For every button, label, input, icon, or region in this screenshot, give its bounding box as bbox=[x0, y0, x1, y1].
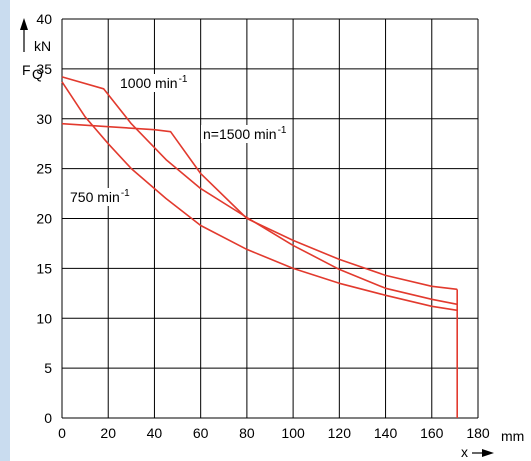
series-label-1000: 1000 min -1 bbox=[118, 74, 191, 92]
y-axis-label-subscript: Q bbox=[32, 66, 43, 82]
series-label-750-superscript: -1 bbox=[121, 188, 130, 199]
y-tick-label: 35 bbox=[36, 61, 52, 77]
series-label-1000-superscript: -1 bbox=[179, 74, 188, 85]
x-axis-label: x bbox=[461, 444, 468, 460]
series-line-750 bbox=[61, 81, 458, 312]
x-axis-arrow-icon bbox=[472, 449, 494, 457]
x-tick-label: 60 bbox=[193, 425, 209, 441]
x-tick-label: 140 bbox=[374, 425, 398, 441]
series-label-1500-text: n=1500 min bbox=[203, 126, 277, 142]
y-tick-label: 30 bbox=[36, 111, 52, 127]
series-line-1500 bbox=[61, 122, 458, 291]
series-lines bbox=[61, 76, 459, 418]
y-tick-label: 20 bbox=[36, 211, 52, 227]
x-tick-label: 160 bbox=[420, 425, 444, 441]
series-label-1500-superscript: -1 bbox=[278, 125, 287, 136]
x-tick-label: 20 bbox=[100, 425, 116, 441]
y-tick-label: 15 bbox=[36, 260, 52, 276]
y-tick-label: 5 bbox=[44, 360, 52, 376]
tick-labels: 0 20 40 60 80 100 120 140 160 180 0 5 10 15 20 25 30 35 40 bbox=[36, 11, 489, 441]
x-tick-label: 40 bbox=[147, 425, 163, 441]
x-tick-label: 80 bbox=[239, 425, 255, 441]
series-label-1000-text: 1000 min bbox=[120, 75, 178, 91]
series-line-1000 bbox=[61, 76, 458, 306]
series-label-1500: n=1500 min -1 bbox=[201, 125, 290, 143]
series-label-750-text: 750 min bbox=[70, 189, 120, 205]
x-tick-label: 0 bbox=[58, 425, 66, 441]
side-strip bbox=[0, 0, 10, 461]
y-tick-label: 10 bbox=[36, 310, 52, 326]
grid bbox=[61, 18, 479, 419]
y-tick-label: 40 bbox=[36, 11, 52, 27]
y-axis-label: F bbox=[22, 62, 31, 78]
x-tick-label: 120 bbox=[328, 425, 352, 441]
x-tick-label: 180 bbox=[466, 425, 490, 441]
y-tick-label: 25 bbox=[36, 161, 52, 177]
series-label-750: 750 min -1 bbox=[68, 188, 133, 206]
y-tick-label: 0 bbox=[44, 410, 52, 426]
y-axis-arrow-icon bbox=[20, 18, 28, 52]
y-axis-unit: kN bbox=[34, 38, 51, 54]
x-tick-label: 100 bbox=[281, 425, 305, 441]
x-axis-unit: mm bbox=[501, 428, 524, 444]
